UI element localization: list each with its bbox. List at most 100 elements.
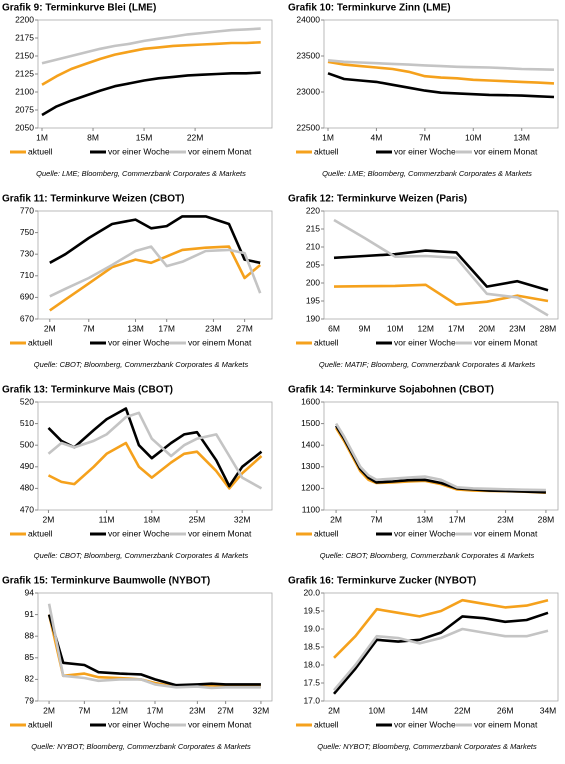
chart-title: Grafik 11: Terminkurve Weizen (CBOT) — [2, 194, 184, 205]
y-tick-label: 22500 — [296, 122, 320, 132]
plot-frame — [323, 19, 559, 129]
y-tick-label: 510 — [20, 418, 34, 428]
y-tick-label: 23500 — [296, 50, 320, 60]
x-tick-label: 2M — [44, 323, 56, 333]
legend-label: vor einem Monat — [188, 146, 252, 156]
y-tick-label: 750 — [20, 227, 34, 237]
x-tick-label: 11M — [99, 514, 115, 524]
y-tick-label: 670 — [20, 313, 34, 323]
legend-label: vor einem Monat — [474, 719, 538, 729]
series-line — [47, 614, 261, 687]
legend-label: aktuell — [314, 528, 339, 538]
y-tick-label: 2150 — [15, 50, 34, 60]
source-note: Quelle: CBOT; Bloomberg, Commerzbank Cor… — [320, 551, 535, 560]
series-line — [333, 283, 549, 306]
x-tick-label: 34M — [540, 705, 557, 715]
x-tick-label: 10M — [387, 323, 404, 333]
series-line — [41, 41, 261, 86]
x-tick-label: 6M — [328, 323, 340, 333]
x-tick-label: 20M — [479, 323, 496, 333]
y-tick-label: 480 — [20, 483, 34, 493]
series-line — [47, 411, 263, 490]
x-tick-label: 2M — [328, 705, 340, 715]
series-line — [334, 425, 546, 494]
series-line — [327, 72, 555, 99]
series-line — [333, 249, 549, 292]
x-tick-label: 8M — [87, 132, 99, 142]
legend-label: vor einem Monat — [188, 528, 252, 538]
legend-label: vor einem Monat — [474, 337, 538, 347]
chart-title: Grafik 15: Terminkurve Baumwolle (NYBOT) — [2, 576, 210, 587]
y-tick-label: 190 — [306, 313, 320, 323]
x-tick-label: 18M — [143, 514, 160, 524]
y-tick-label: 19.0 — [303, 623, 320, 633]
y-tick-label: 88 — [25, 630, 35, 640]
legend-label: aktuell — [28, 719, 53, 729]
source-note: Quelle: MATIF; Bloomberg, Commerzbank Co… — [319, 360, 535, 369]
x-tick-label: 1M — [36, 132, 48, 142]
x-tick-label: 10M — [465, 132, 482, 142]
x-tick-label: 17M — [449, 514, 466, 524]
series-line — [47, 441, 263, 490]
x-tick-label: 1M — [322, 132, 334, 142]
legend-label: vor einer Woche — [108, 528, 170, 538]
source-note: Quelle: CBOT; Bloomberg, Commerzbank Cor… — [34, 551, 249, 560]
legend-label: vor einer Woche — [394, 337, 456, 347]
series-line — [47, 614, 261, 688]
y-tick-label: 200 — [306, 277, 320, 287]
y-tick-label: 18.0 — [303, 659, 320, 669]
x-tick-label: 17M — [158, 323, 175, 333]
legend-label: aktuell — [28, 528, 53, 538]
y-tick-label: 730 — [20, 248, 34, 258]
x-tick-label: 9M — [359, 323, 371, 333]
x-tick-label: 15M — [136, 132, 153, 142]
x-tick-label: 12M — [111, 705, 128, 715]
x-tick-label: 2M — [43, 514, 55, 524]
legend-label: vor einem Monat — [188, 337, 252, 347]
series-line — [47, 407, 263, 488]
y-tick-label: 82 — [25, 674, 35, 684]
legend-label: aktuell — [314, 337, 339, 347]
series-line — [333, 218, 549, 317]
x-tick-label: 17M — [448, 323, 465, 333]
y-tick-label: 215 — [306, 223, 320, 233]
x-tick-label: 23M — [189, 705, 206, 715]
x-tick-label: 2M — [43, 705, 55, 715]
x-tick-label: 22M — [454, 705, 471, 715]
chart-title: Grafik 13: Terminkurve Mais (CBOT) — [2, 385, 173, 396]
series-line — [41, 71, 261, 117]
y-tick-label: 20.0 — [303, 587, 320, 597]
series-line — [333, 598, 549, 659]
x-tick-label: 28M — [540, 323, 557, 333]
x-tick-label: 32M — [253, 705, 270, 715]
y-tick-label: 220 — [306, 205, 320, 215]
x-tick-label: 2M — [330, 514, 342, 524]
y-tick-label: 1400 — [301, 439, 320, 449]
x-tick-label: 22M — [187, 132, 204, 142]
y-tick-label: 94 — [25, 587, 35, 597]
y-tick-label: 1300 — [301, 461, 320, 471]
x-tick-label: 23M — [205, 323, 222, 333]
source-note: Quelle: CBOT; Bloomberg, Commerzbank Cor… — [34, 360, 249, 369]
y-tick-label: 2125 — [15, 68, 34, 78]
plot-frame — [323, 592, 559, 702]
x-tick-label: 26M — [497, 705, 514, 715]
legend-label: aktuell — [28, 337, 53, 347]
legend-label: vor einem Monat — [188, 719, 252, 729]
y-tick-label: 17.0 — [303, 695, 320, 705]
x-tick-label: 13M — [417, 514, 434, 524]
chart-title: Grafik 16: Terminkurve Zucker (NYBOT) — [288, 576, 476, 587]
plot-frame — [323, 401, 559, 511]
series-line — [49, 245, 262, 298]
x-tick-label: 32M — [234, 514, 251, 524]
x-tick-label: 23M — [509, 323, 526, 333]
legend-label: vor einer Woche — [108, 719, 170, 729]
y-tick-label: 2100 — [15, 86, 34, 96]
legend-label: vor einer Woche — [394, 719, 456, 729]
plot-frame — [37, 401, 273, 511]
y-tick-label: 470 — [20, 504, 34, 514]
plot-frame — [37, 210, 273, 320]
y-tick-label: 17.5 — [303, 677, 320, 687]
y-tick-label: 19.5 — [303, 605, 320, 615]
